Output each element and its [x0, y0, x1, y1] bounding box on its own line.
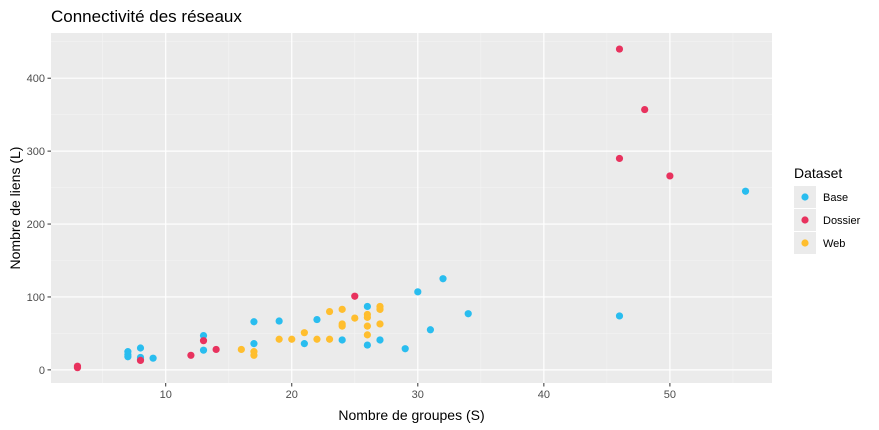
- legend-marker-dossier: [801, 216, 809, 224]
- point-base: [401, 345, 409, 353]
- point-dossier: [187, 351, 195, 359]
- point-web: [288, 335, 296, 343]
- point-base: [199, 332, 208, 340]
- point-base: [300, 340, 308, 348]
- point-base: [363, 341, 371, 349]
- point-dossier: [136, 356, 145, 364]
- point-web: [300, 329, 308, 337]
- point-dossier: [351, 292, 359, 300]
- point-web: [338, 305, 346, 313]
- y-tick-label: 300: [27, 146, 45, 158]
- point-web: [363, 331, 371, 339]
- point-base: [615, 312, 624, 320]
- point-base: [338, 336, 346, 344]
- legend-label-dossier: Dossier: [823, 215, 861, 227]
- point-base: [136, 344, 145, 352]
- legend-marker-base: [801, 193, 809, 201]
- x-tick-label: 20: [286, 389, 298, 401]
- y-axis-ticks: 0 100 200 300 400: [27, 73, 51, 377]
- legend-marker-web: [801, 239, 809, 247]
- legend-items: Base Dossier Web: [794, 186, 861, 254]
- x-tick-label: 50: [664, 389, 676, 401]
- legend-label-base: Base: [823, 192, 848, 204]
- y-tick-label: 400: [27, 73, 45, 85]
- point-dossier: [641, 105, 649, 114]
- x-axis-title: Nombre de groupes (S): [338, 407, 484, 423]
- point-dossier: [666, 172, 674, 180]
- point-web: [325, 335, 334, 343]
- legend: Dataset Base Dossier Web: [794, 165, 861, 254]
- point-web: [313, 335, 321, 343]
- point-base: [741, 187, 750, 195]
- point-dossier: [212, 345, 220, 354]
- point-web: [237, 345, 245, 354]
- y-tick-label: 200: [27, 219, 45, 231]
- y-tick-label: 100: [27, 292, 45, 304]
- point-base: [199, 346, 208, 354]
- legend-title: Dataset: [794, 165, 842, 181]
- point-base: [414, 288, 422, 296]
- point-web: [351, 314, 359, 322]
- point-dossier: [615, 154, 624, 163]
- point-web: [338, 322, 346, 330]
- grid-major: [51, 33, 772, 383]
- data-points: [73, 45, 750, 372]
- x-tick-label: 10: [160, 389, 172, 401]
- plot-panel: [51, 33, 772, 383]
- legend-label-web: Web: [823, 238, 845, 250]
- point-web: [275, 335, 283, 343]
- x-axis-ticks: 10 20 30 40 50: [160, 383, 676, 401]
- point-base: [250, 340, 258, 348]
- x-tick-label: 30: [412, 389, 424, 401]
- y-tick-label: 0: [39, 365, 45, 377]
- point-base: [275, 317, 283, 325]
- point-base: [439, 275, 447, 283]
- point-dossier: [73, 364, 82, 372]
- point-base: [250, 318, 258, 326]
- grid-minor: [51, 33, 772, 383]
- point-web: [376, 320, 384, 328]
- x-tick-label: 40: [538, 389, 550, 401]
- point-base: [313, 315, 321, 324]
- chart-title: Connectivité des réseaux: [51, 7, 242, 26]
- point-base: [464, 310, 472, 318]
- point-web: [363, 313, 371, 321]
- point-web: [376, 305, 384, 313]
- point-base: [363, 302, 371, 311]
- point-base: [149, 354, 157, 362]
- point-dossier: [615, 45, 624, 53]
- point-web: [363, 322, 371, 330]
- point-web: [325, 307, 334, 316]
- point-base: [376, 336, 384, 344]
- point-dossier: [199, 337, 208, 345]
- point-web: [250, 351, 258, 359]
- point-base: [124, 353, 132, 361]
- y-axis-title: Nombre de liens (L): [7, 147, 23, 270]
- point-base: [426, 326, 435, 334]
